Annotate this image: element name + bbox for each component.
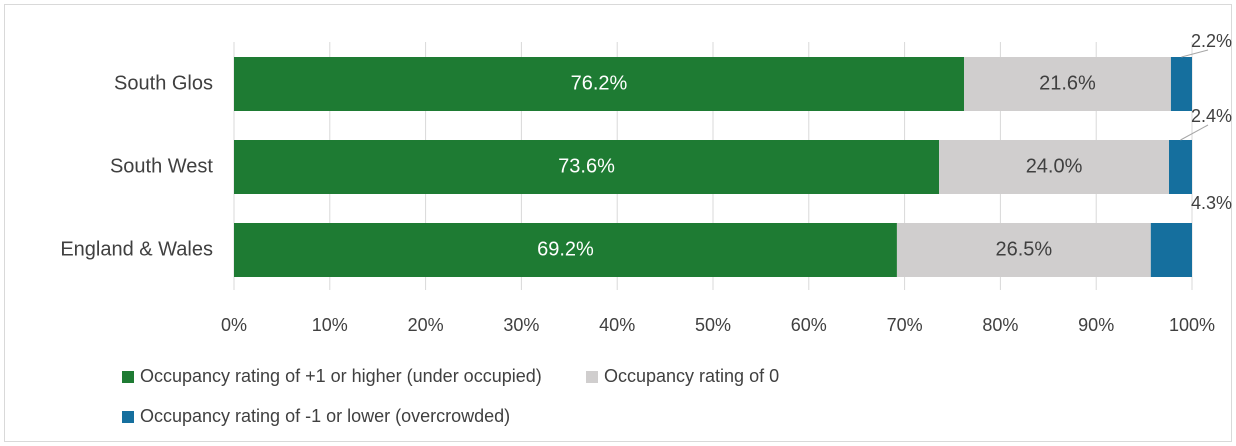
data-label: 69.2% <box>537 238 594 260</box>
data-label: 24.0% <box>1026 155 1083 177</box>
data-label: 21.6% <box>1039 72 1096 94</box>
bar-segment <box>896 223 1151 277</box>
data-label: 2.4% <box>1191 106 1232 126</box>
y-tick-label: England & Wales <box>60 238 213 260</box>
y-tick-label: South West <box>110 155 213 177</box>
x-tick-label: 50% <box>695 315 731 335</box>
data-label: 26.5% <box>996 238 1053 260</box>
y-tick-label: South Glos <box>114 72 213 94</box>
legend-swatch <box>122 411 134 423</box>
legend-label: Occupancy rating of 0 <box>604 366 779 386</box>
legend-swatch <box>122 371 134 383</box>
legend-swatch <box>586 371 598 383</box>
bar-segment <box>234 223 897 277</box>
data-label: 73.6% <box>558 155 615 177</box>
data-label: 76.2% <box>571 72 628 94</box>
x-tick-label: 80% <box>982 315 1018 335</box>
leader-line <box>1181 49 1209 58</box>
x-tick-label: 60% <box>791 315 827 335</box>
x-tick-label: 70% <box>887 315 923 335</box>
x-tick-label: 0% <box>221 315 247 335</box>
bar-segment <box>234 57 964 111</box>
bar-segment <box>963 57 1171 111</box>
bar-segment <box>1150 223 1192 277</box>
x-tick-label: 10% <box>312 315 348 335</box>
bar-segment <box>234 140 940 194</box>
leader-line <box>1180 124 1209 141</box>
x-tick-label: 100% <box>1169 315 1215 335</box>
legend-label: Occupancy rating of -1 or lower (overcro… <box>140 406 510 426</box>
legend-label: Occupancy rating of +1 or higher (under … <box>140 366 542 386</box>
x-tick-label: 30% <box>503 315 539 335</box>
bar-segment <box>1169 140 1192 194</box>
bar-segment <box>939 140 1170 194</box>
x-tick-label: 90% <box>1078 315 1114 335</box>
data-label: 4.3% <box>1191 193 1232 213</box>
x-tick-label: 40% <box>599 315 635 335</box>
x-tick-label: 20% <box>408 315 444 335</box>
bar-segment <box>1170 57 1192 111</box>
data-label: 2.2% <box>1191 31 1232 51</box>
